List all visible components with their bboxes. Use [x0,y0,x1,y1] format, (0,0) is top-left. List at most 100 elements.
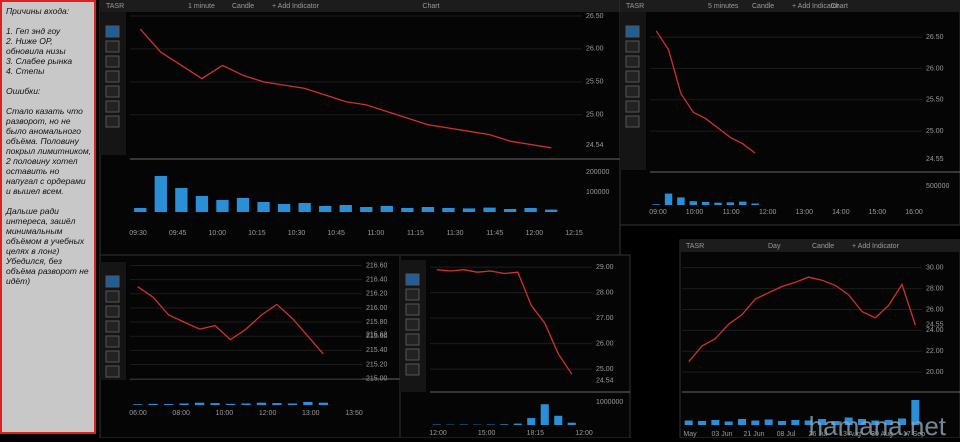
tool-button[interactable] [626,116,639,127]
last-price: 24.55 [926,321,944,328]
x-tick-label: 15:00 [869,209,887,216]
x-tick-label: 21 Jun [743,431,764,438]
volume-bar [134,208,146,212]
volume-bar [677,197,684,205]
x-tick-label: 09:30 [129,230,147,237]
tool-button[interactable] [626,26,639,37]
tool-button[interactable] [106,366,119,377]
header-interval[interactable]: Day [768,243,781,250]
x-tick-label: 12:00 [526,230,544,237]
header-interval[interactable]: 1 minute [188,3,215,10]
volume-bar [210,403,219,405]
y-tick-label: 25.00 [596,366,614,373]
tool-button[interactable] [106,56,119,67]
tool-button[interactable] [106,71,119,82]
tool-button[interactable] [106,336,119,347]
y-tick-label: 216.60 [366,262,388,269]
volume-bar [288,403,297,405]
tool-button[interactable] [406,334,419,345]
x-tick-label: 09:45 [169,230,187,237]
y-tick-label: 22.00 [926,348,944,355]
header-symbol[interactable]: TASR [626,3,644,10]
x-tick-label: 18:15 [527,430,545,437]
header-symbol[interactable]: TASR [106,3,124,10]
y-tick-label: 215.40 [366,347,388,354]
header-chart: Chart [422,3,439,10]
tool-button[interactable] [106,351,119,362]
x-tick-label: 08:00 [172,410,190,417]
tool-button[interactable] [626,86,639,97]
tool-button[interactable] [406,319,419,330]
x-tick-label: 11:15 [407,230,424,237]
tool-button[interactable] [626,101,639,112]
tool-button[interactable] [406,349,419,360]
x-tick-label: 03 Jun [711,431,732,438]
tool-button[interactable] [626,41,639,52]
y-tick-label: 26.00 [926,306,944,313]
y-tick-label: 216.20 [366,291,388,298]
volume-bar [714,203,721,205]
header-style[interactable]: Candle [232,3,254,10]
tool-button[interactable] [106,101,119,112]
volume-bar [702,202,709,205]
volume-bar [727,202,734,205]
tool-button[interactable] [406,274,419,285]
tool-button[interactable] [106,291,119,302]
x-tick-label: 15:00 [478,430,496,437]
volume-bar [164,404,173,405]
y-tick-label: 215.80 [366,319,388,326]
volume-bar [685,421,693,426]
volume-bar [196,196,208,212]
volume-bar [195,403,204,405]
tool-button[interactable] [106,26,119,37]
x-tick-label: 10:00 [216,410,234,417]
tool-button[interactable] [406,289,419,300]
header-add[interactable]: + Add Indicator [852,243,900,250]
x-tick-label: 10:00 [686,209,704,216]
y-tick-label: 28.00 [926,285,944,292]
volume-bar [381,206,393,212]
tool-button[interactable] [406,364,419,375]
tool-button[interactable] [626,71,639,82]
volume-bar [500,424,508,425]
panel-header [100,0,620,12]
volume-bar [545,210,557,212]
y-tick-label: 29.00 [596,264,614,271]
y-tick-label: 215.00 [366,375,388,382]
y-tick-label: 25.00 [586,112,604,119]
x-tick-label: 11:45 [486,230,503,237]
tool-button[interactable] [106,86,119,97]
tool-button[interactable] [626,56,639,67]
volume-bar [541,404,549,425]
y-tick-label: 20.00 [926,369,944,376]
panel [620,0,960,225]
volume-bar [303,402,312,405]
volume-bar [155,176,167,212]
tool-button[interactable] [106,116,119,127]
volume-bar [216,200,228,212]
volume-tick-label: 1000000 [596,399,623,406]
tool-button[interactable] [106,306,119,317]
tool-button[interactable] [106,276,119,287]
tool-button[interactable] [106,321,119,332]
header-style[interactable]: Candle [752,3,774,10]
y-tick-label: 216.00 [366,305,388,312]
header-add[interactable]: + Add Indicator [272,3,320,10]
header-symbol[interactable]: TASR [686,243,704,250]
volume-bar [738,419,746,425]
header-style[interactable]: Candle [812,243,834,250]
y-tick-label: 27.00 [596,315,614,322]
x-tick-label: 11:00 [723,209,740,216]
volume-tick-label: 100000 [586,189,609,196]
tool-button[interactable] [106,41,119,52]
x-tick-label: 12:00 [429,430,447,437]
volume-bar [527,418,535,425]
volume-bar [652,204,659,205]
header-chart: Chart [831,3,848,10]
last-price: 24.54 [586,142,604,149]
volume-bar [725,422,733,426]
x-tick-label: 12:00 [759,209,777,216]
tool-button[interactable] [406,304,419,315]
header-interval[interactable]: 5 minutes [708,3,739,10]
